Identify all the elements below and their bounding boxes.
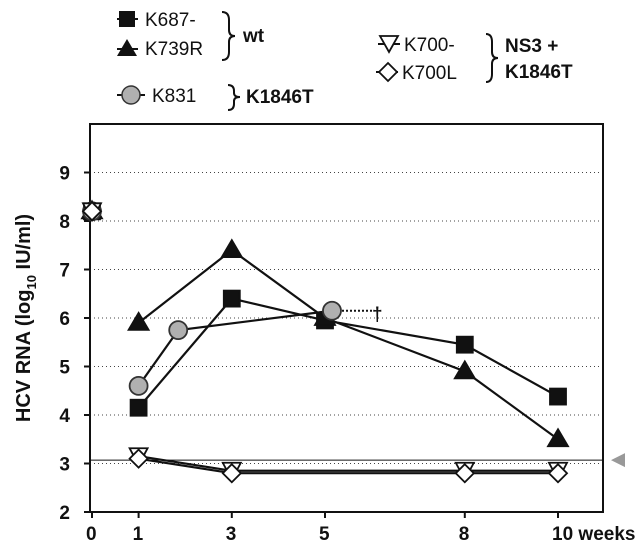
marker-k687-5 <box>549 387 567 406</box>
x-tick-label-1: 1 <box>133 524 144 545</box>
marker-k831-1 <box>128 375 149 396</box>
series-group <box>80 199 570 484</box>
x-tick-label-10: 10 weeks <box>552 524 635 545</box>
series-line-k687 <box>137 297 559 409</box>
legend-group-wt: wt <box>242 26 265 47</box>
marker-k700l-1 <box>128 448 149 469</box>
legend-label-k739r: K739R <box>145 39 203 60</box>
y-axis-ticks: 2 3 4 5 6 7 8 9 <box>59 164 90 524</box>
y-axis-label-subscript: 10 <box>24 275 39 289</box>
marker-k700l-3 <box>454 462 476 484</box>
series-k700 <box>81 202 569 482</box>
y-tick-label-3: 3 <box>59 455 70 476</box>
legend-marker-k700l <box>377 61 399 83</box>
series-line-k739r <box>137 248 559 441</box>
brace-wt <box>221 11 236 61</box>
y-tick-label-5: 5 <box>59 358 70 379</box>
legend-label-k831: K831 <box>152 86 196 107</box>
marker-k700l-0 <box>81 201 103 222</box>
y-tick-label-9: 9 <box>59 164 70 185</box>
k831-death-dagger: † <box>372 305 383 326</box>
legend-group-ns3-line2: K1846T <box>505 62 573 83</box>
legend: K687- K739R wt K831 K1846T K700- K700L N… <box>117 10 573 111</box>
series-k831 <box>82 201 342 396</box>
marker-k739r-5 <box>546 427 570 448</box>
brace-k1846t <box>227 84 241 111</box>
y-tick-label-8: 8 <box>59 212 70 233</box>
detection-limit-arrowhead <box>611 453 625 468</box>
x-axis-ticks: 0 1 3 5 8 10 weeks <box>86 512 635 545</box>
marker-k739r-2 <box>220 238 244 259</box>
series-line-k700 <box>138 455 558 472</box>
legend-label-k700l: K700L <box>402 63 457 84</box>
legend-label-k700minus: K700- <box>404 35 455 56</box>
marker-k739r-1 <box>127 311 151 331</box>
marker-k700l-4 <box>547 462 569 484</box>
legend-group-ns3-line1: NS3 + <box>505 36 558 57</box>
legend-marker-k700minus <box>378 35 400 54</box>
x-tick-label-3: 3 <box>226 524 237 545</box>
marker-k739r-4 <box>453 359 477 380</box>
marker-k687-2 <box>222 289 241 308</box>
series-k739r <box>80 199 570 448</box>
y-axis-label: HCV RNA (log10 IU/ml) <box>13 214 39 422</box>
y-tick-label-7: 7 <box>59 261 70 282</box>
marker-k831-3 <box>322 300 342 321</box>
x-tick-label-5: 5 <box>319 524 330 545</box>
y-tick-label-4: 4 <box>59 406 70 427</box>
x-tick-label-0: 0 <box>86 524 97 545</box>
legend-marker-k831 <box>121 85 141 105</box>
series-k700l <box>81 201 569 484</box>
y-axis-label-tail: IU/ml) <box>13 214 35 275</box>
series-line-k700l <box>138 457 558 475</box>
legend-marker-k687 <box>119 11 135 27</box>
y-tick-label-6: 6 <box>59 309 70 330</box>
y-tick-label-2: 2 <box>59 503 70 524</box>
marker-k700l-2 <box>221 462 243 484</box>
legend-group-k1846t: K1846T <box>246 87 314 108</box>
legend-label-k687: K687- <box>145 10 196 31</box>
brace-ns3 <box>485 33 499 83</box>
x-tick-label-8: 8 <box>459 524 470 545</box>
legend-marker-k739r <box>117 39 137 56</box>
marker-k831-2 <box>168 320 189 341</box>
marker-k687-4 <box>455 335 474 354</box>
marker-k687-1 <box>129 398 148 417</box>
grid-lines <box>90 172 603 464</box>
